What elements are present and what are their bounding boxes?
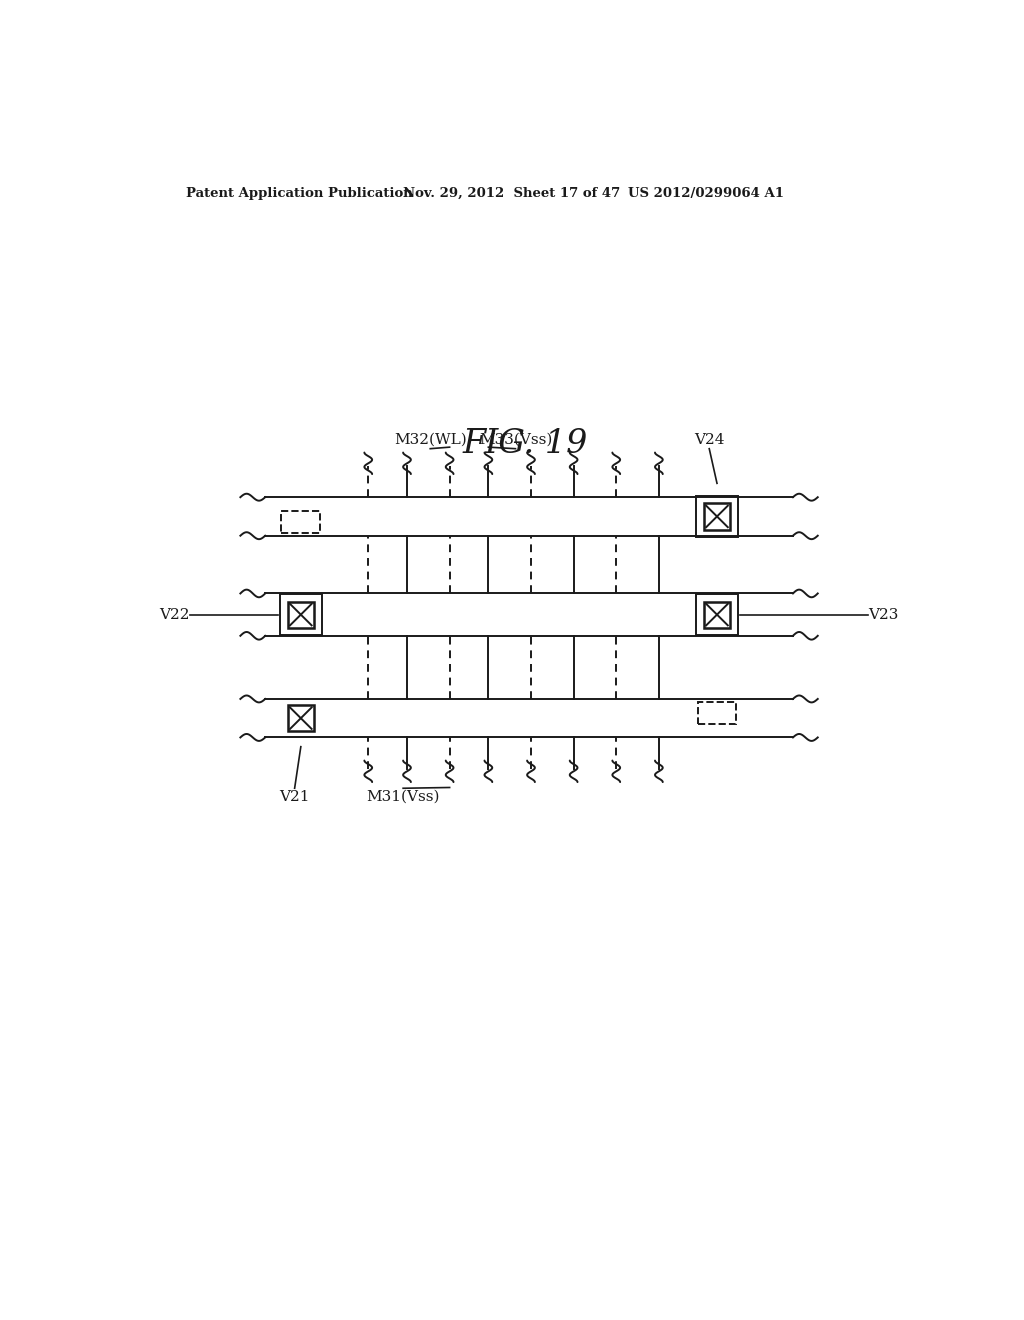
Bar [280, 594, 322, 635]
Text: US 2012/0299064 A1: US 2012/0299064 A1 [628, 187, 784, 199]
Bar [703, 503, 730, 529]
Text: Patent Application Publication: Patent Application Publication [186, 187, 413, 199]
Bar [265, 498, 793, 536]
Bar [265, 594, 793, 636]
Bar [282, 511, 321, 533]
Text: V22: V22 [160, 607, 189, 622]
Text: V21: V21 [280, 789, 310, 804]
Text: M31(Vss): M31(Vss) [367, 789, 440, 804]
Bar [697, 702, 736, 723]
Bar [703, 602, 730, 628]
Text: V23: V23 [868, 607, 899, 622]
Bar [696, 495, 738, 537]
Text: V24: V24 [694, 433, 725, 447]
Bar [696, 594, 738, 635]
Text: Nov. 29, 2012  Sheet 17 of 47: Nov. 29, 2012 Sheet 17 of 47 [403, 187, 621, 199]
Bar [288, 602, 314, 628]
Bar [265, 700, 793, 738]
Text: M33(Vss): M33(Vss) [479, 433, 552, 447]
Text: M32(WL): M32(WL) [394, 433, 467, 447]
Bar [288, 705, 314, 731]
Text: FIG. 19: FIG. 19 [462, 428, 588, 459]
